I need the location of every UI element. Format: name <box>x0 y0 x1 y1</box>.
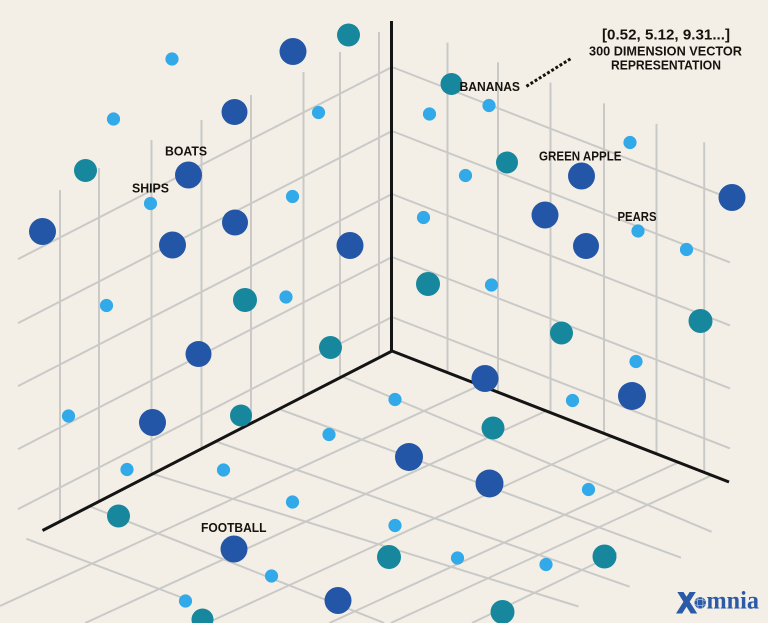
svg-text:[0.52, 5.12, 9.31...]: [0.52, 5.12, 9.31...] <box>602 27 730 44</box>
svg-text:300 DIMENSION VECTOR: 300 DIMENSION VECTOR <box>589 45 742 59</box>
svg-text:FOOTBALL: FOOTBALL <box>201 521 267 535</box>
svg-text:mnia: mnia <box>707 588 760 615</box>
svg-text:BOATS: BOATS <box>165 145 207 159</box>
svg-text:GREEN APPLE: GREEN APPLE <box>539 150 622 164</box>
svg-text:PEARS: PEARS <box>618 210 657 224</box>
svg-text:BANANAS: BANANAS <box>460 80 521 94</box>
svg-text:REPRESENTATION: REPRESENTATION <box>611 58 721 72</box>
svg-text:SHIPS: SHIPS <box>132 182 169 196</box>
